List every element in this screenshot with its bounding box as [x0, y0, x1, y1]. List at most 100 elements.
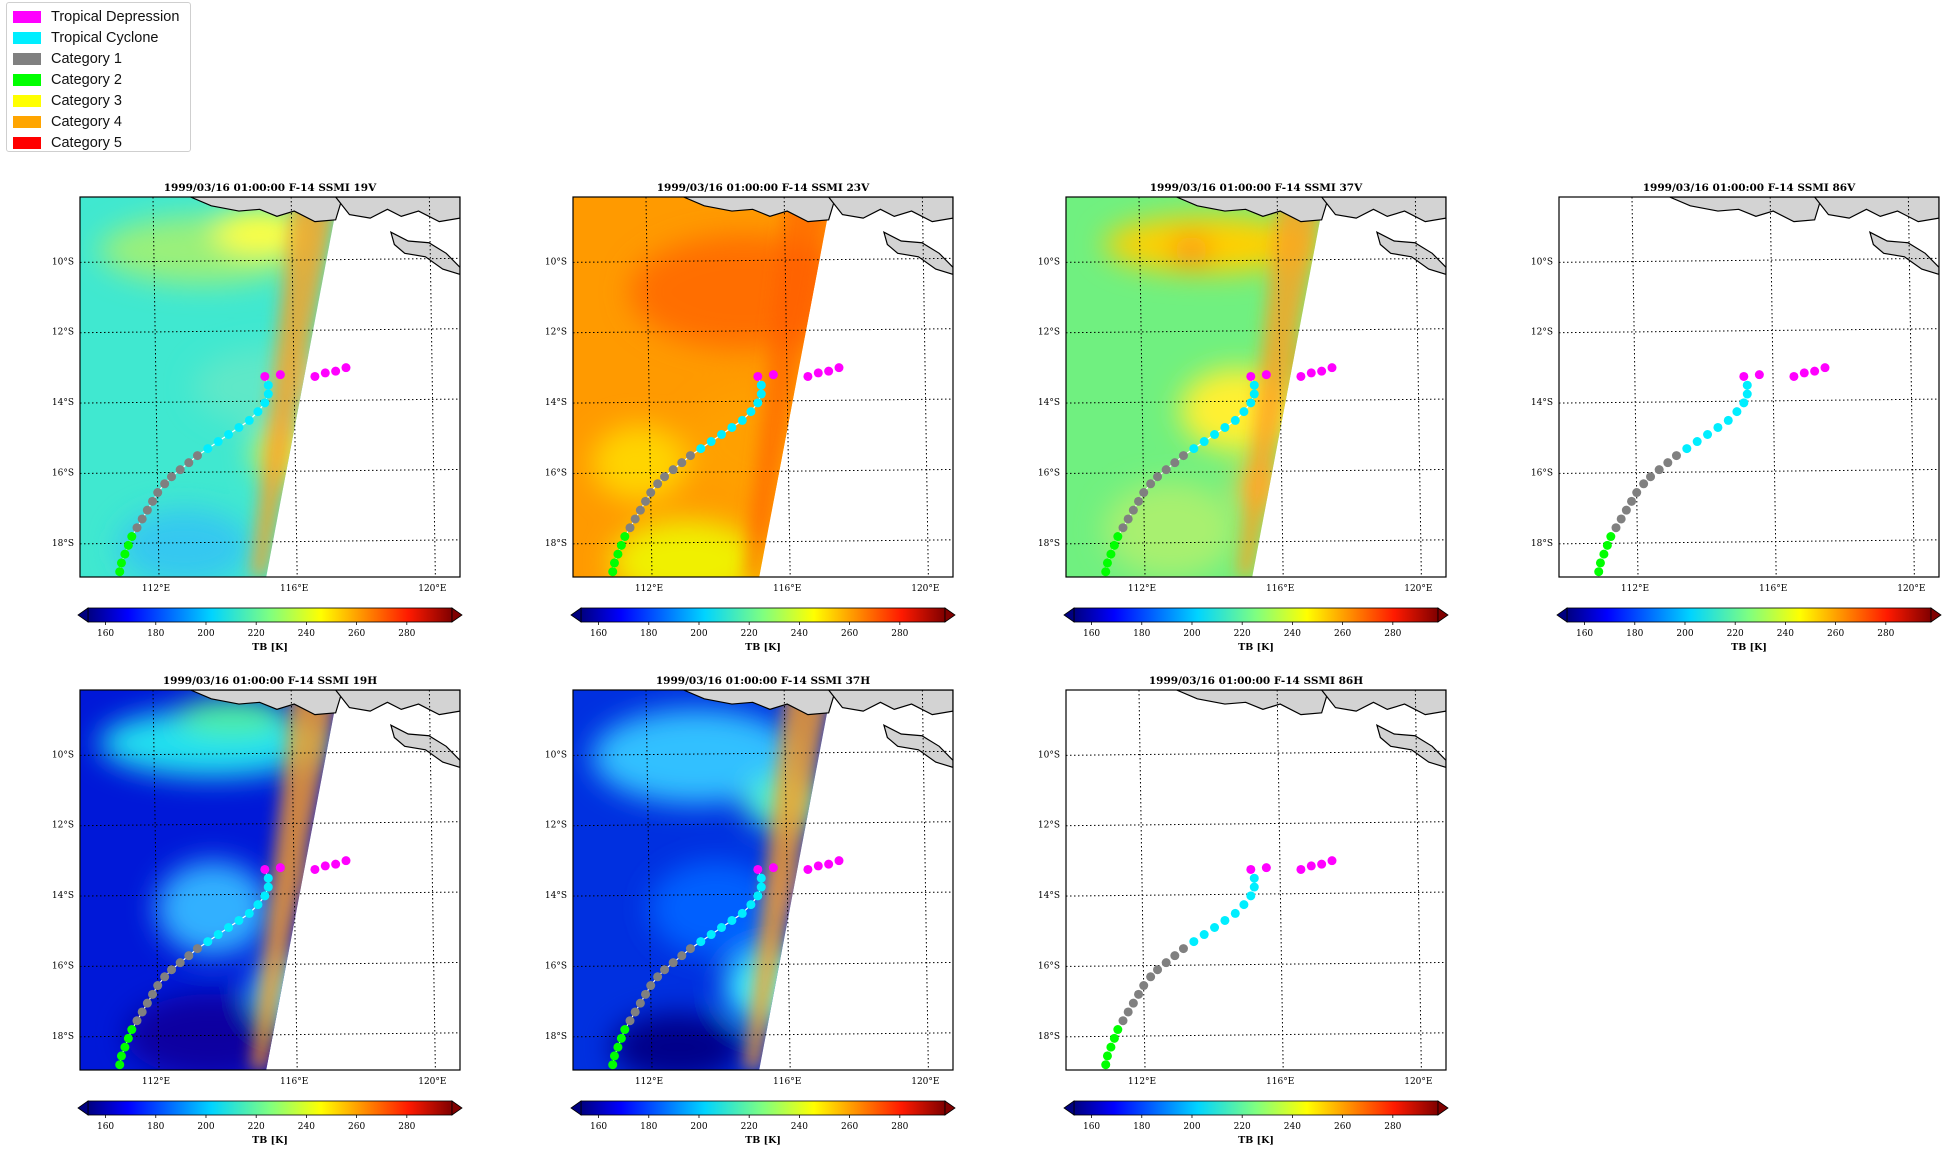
track-point [620, 1025, 630, 1035]
colorbar-min-arrow [1063, 607, 1075, 623]
longitude-gridline [783, 197, 791, 577]
track-point [653, 479, 663, 489]
colorbar-tick-label: 240 [791, 629, 808, 639]
track-point [116, 1051, 126, 1061]
track-point [1101, 1060, 1111, 1070]
latitude-gridline [573, 468, 953, 474]
track-point [1146, 972, 1156, 982]
track-point [813, 368, 823, 378]
colorbar-tick-label: 260 [841, 629, 858, 639]
track-point [260, 371, 270, 381]
track-point [660, 965, 670, 975]
track-point [1118, 523, 1128, 533]
longitude-gridline [290, 690, 298, 1070]
track-point [1671, 451, 1681, 461]
longitude-gridline [1138, 690, 1146, 1070]
track-point [132, 523, 142, 533]
track-point [717, 923, 727, 932]
colorbar-tick-label: 280 [891, 1122, 908, 1132]
colorbar-label: TB [K] [745, 1135, 781, 1146]
track-point [646, 488, 656, 498]
track-point [1306, 861, 1316, 871]
land-mass [1176, 197, 1330, 223]
colorbar-label: TB [K] [252, 642, 288, 653]
colorbar-min-arrow [1063, 1100, 1075, 1116]
track-point [234, 422, 244, 432]
track-point [153, 488, 163, 498]
colorbar-tick-label: 180 [1626, 629, 1643, 639]
track-point [123, 1033, 133, 1043]
latitude-label: 18°S [545, 539, 567, 549]
map-panel: 1999/03/16 01:00:00 F-14 SSMI 19H 10°S 12°… [52, 675, 463, 1146]
track-point [1210, 430, 1220, 439]
track-point [192, 451, 202, 461]
legend-label: Category 4 [51, 114, 122, 130]
land-mass [1375, 231, 1446, 276]
land-mass [190, 197, 344, 223]
colorbar-max-arrow [944, 1100, 956, 1116]
swath-edge [744, 690, 832, 1070]
latitude-gridline [573, 1032, 953, 1038]
track-point [1210, 923, 1220, 932]
track-point [234, 915, 244, 925]
track-point [184, 458, 194, 468]
track-point [608, 1060, 618, 1070]
colorbar [87, 1100, 453, 1116]
panel-title: 1999/03/16 01:00:00 F-14 SSMI 37V [1150, 182, 1363, 194]
latitude-label: 10°S [52, 750, 74, 760]
track-point [756, 882, 766, 892]
colorbar-tick-label: 180 [1133, 1122, 1150, 1132]
track-point [813, 861, 823, 871]
track-point [320, 861, 330, 871]
track-point [653, 972, 663, 982]
legend-item: Tropical Cyclone [13, 28, 158, 48]
track-point [1199, 930, 1209, 940]
track-point [275, 370, 285, 380]
longitude-label: 116°E [1759, 584, 1787, 594]
track-point [803, 864, 813, 874]
track-point [1306, 368, 1316, 378]
map-frame [79, 196, 461, 578]
track-point [616, 540, 626, 550]
track-point [1799, 368, 1809, 378]
land-mass [334, 197, 460, 223]
latitude-label: 14°S [1531, 398, 1553, 408]
colorbar-tick-label: 180 [640, 629, 657, 639]
land-mass [389, 724, 460, 769]
track-point [1632, 488, 1642, 498]
longitude-gridline [645, 197, 653, 577]
colorbar-tick-label: 160 [1576, 629, 1593, 639]
track-point [1754, 370, 1764, 380]
colorbar-tick-label: 260 [1334, 1122, 1351, 1132]
colorbar-max-arrow [1930, 607, 1942, 623]
colorbar-tick-label: 180 [640, 1122, 657, 1132]
track-point [127, 532, 137, 542]
track-point [1739, 371, 1749, 381]
longitude-gridline [645, 690, 653, 1070]
colorbar-min-arrow [570, 607, 582, 623]
colorbar [1073, 607, 1439, 623]
track-point [1810, 366, 1820, 376]
latitude-gridline [1066, 1032, 1446, 1038]
track-point [1113, 1025, 1123, 1035]
track-point [620, 532, 630, 542]
longitude-gridline [783, 690, 791, 1070]
swath-blob [592, 709, 801, 804]
track-point [737, 415, 747, 425]
track-point [1723, 415, 1733, 425]
swath-blob [649, 861, 782, 956]
colorbar-tick-label: 240 [298, 629, 315, 639]
colorbar-tick-label: 280 [1384, 629, 1401, 639]
longitude-gridline [1276, 197, 1284, 577]
latitude-gridline [573, 328, 953, 334]
track-point [1703, 430, 1713, 439]
panel-title: 1999/03/16 01:00:00 F-14 SSMI 19V [164, 182, 377, 194]
latitude-gridline [1066, 891, 1446, 897]
latitude-label: 18°S [1038, 539, 1060, 549]
panel-title: 1999/03/16 01:00:00 F-14 SSMI 86H [1149, 675, 1363, 687]
swath-blob [592, 425, 687, 501]
colorbar [580, 1100, 946, 1116]
legend-swatch [13, 74, 41, 86]
track-point [1102, 1051, 1112, 1061]
colorbar-max-arrow [451, 607, 463, 623]
